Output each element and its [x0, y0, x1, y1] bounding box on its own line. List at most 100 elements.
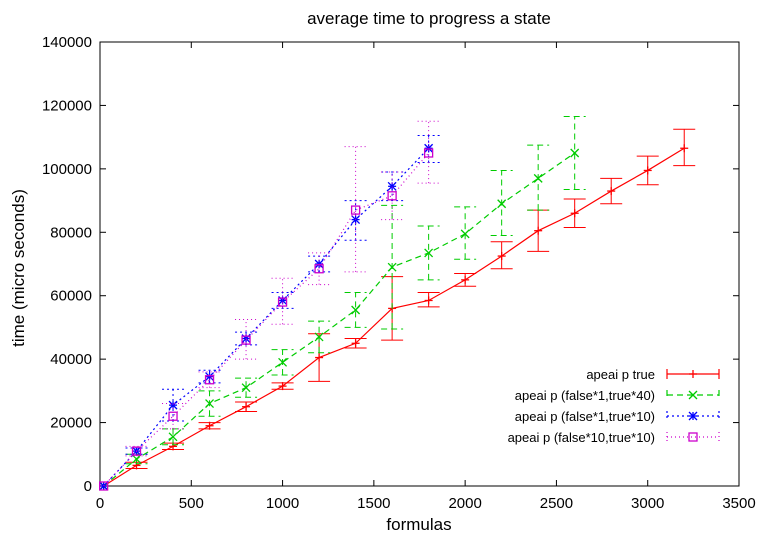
error-bar	[308, 252, 331, 286]
x-axis-title: formulas	[386, 515, 451, 534]
plot-frame	[99, 41, 740, 487]
error-bar	[271, 292, 294, 309]
error-bar	[344, 200, 367, 241]
data-point	[607, 187, 616, 196]
data-point	[497, 252, 506, 261]
legend-label: apeai p (false*10,true*10)	[508, 430, 655, 445]
chart-title: average time to progress a state	[307, 9, 551, 28]
legend-marker-d2	[688, 411, 698, 421]
legend-entry: apeai p (false*1,true*10)	[515, 409, 720, 424]
data-point-d2	[168, 400, 178, 410]
data-point-box	[241, 335, 251, 345]
legend-entry: apeai p (false*10,true*10)	[508, 430, 720, 445]
data-point-d2	[205, 399, 215, 409]
legend-label: apeai p (false*1,true*10)	[515, 409, 655, 424]
data-point	[570, 148, 580, 158]
data-point	[424, 296, 433, 305]
data-point	[314, 264, 324, 274]
axes: 0 500 1000 1500 2000 2500 3000 3500 0 20000 40000 6…	[42, 34, 756, 512]
y-tick-label: 40000	[50, 351, 92, 368]
data-point	[205, 421, 214, 430]
data-point-box	[423, 148, 434, 158]
data-point	[168, 411, 178, 421]
data-point	[241, 335, 251, 345]
legend-marker-box	[688, 432, 698, 442]
data-point-box	[350, 205, 361, 215]
data-point	[204, 375, 215, 385]
error-bar	[381, 171, 404, 202]
series-3	[99, 120, 440, 491]
y-tick-label: 20000	[50, 415, 92, 432]
legend-marker	[688, 411, 698, 421]
data-point	[131, 446, 142, 456]
data-point	[351, 305, 361, 315]
data-point	[387, 262, 397, 272]
data-point	[277, 297, 288, 307]
data-point	[132, 454, 141, 464]
data-point-d2	[241, 383, 251, 393]
data-point	[350, 205, 361, 215]
error-bar	[344, 292, 367, 328]
error-bar	[125, 445, 148, 457]
data-point	[680, 144, 689, 153]
plot-area	[99, 116, 696, 491]
legend-marker-d2	[688, 390, 698, 400]
legend-label: apeai p true	[586, 367, 655, 382]
data-point	[315, 353, 324, 362]
data-point	[99, 481, 109, 491]
data-point	[241, 383, 251, 393]
data-point-d2	[533, 173, 543, 183]
data-point	[168, 432, 178, 442]
series-line	[103, 152, 576, 487]
data-point	[278, 382, 287, 391]
data-point-d2	[387, 262, 397, 272]
error-bar	[563, 116, 586, 190]
error-bar	[381, 171, 404, 221]
legend-entry: apeai p true	[586, 367, 720, 382]
data-point-d2	[424, 143, 434, 153]
data-point-d2	[205, 372, 215, 382]
y-axis-title: time (micro seconds)	[9, 189, 28, 347]
data-point	[351, 339, 360, 348]
data-point	[424, 248, 434, 258]
y-tick-label: 0	[84, 478, 92, 495]
data-point-box	[168, 411, 178, 421]
data-point	[242, 402, 251, 411]
error-bar	[235, 377, 258, 398]
data-point-d2	[314, 332, 324, 342]
data-point	[205, 399, 215, 409]
data-point-box	[131, 446, 142, 456]
legend-marker	[688, 432, 698, 442]
data-point-d2	[168, 432, 178, 442]
x-tick-label: 3500	[722, 495, 755, 512]
data-point	[533, 173, 543, 183]
x-tick-label: 2500	[540, 495, 573, 512]
legend-marker	[689, 370, 697, 378]
data-point	[461, 275, 470, 284]
data-point	[460, 229, 470, 239]
data-point-box	[204, 375, 215, 385]
y-tick-label: 80000	[50, 224, 92, 241]
data-point-d2	[460, 229, 470, 239]
y-tick-label: 100000	[42, 161, 92, 178]
x-tick-label: 2000	[448, 495, 481, 512]
data-point-d2	[351, 305, 361, 315]
data-point	[314, 332, 324, 342]
error-bar	[454, 206, 477, 260]
data-point-box	[99, 481, 109, 491]
legend-label: apeai p (false*1,true*40)	[515, 388, 655, 403]
data-point-box	[277, 297, 288, 307]
legend-marker	[688, 390, 698, 400]
series-line	[103, 147, 430, 487]
x-tick-label: 1000	[266, 495, 299, 512]
data-point-d2	[132, 454, 141, 464]
data-point-d2	[497, 199, 507, 209]
data-point-d2	[424, 248, 434, 258]
data-point-d2	[570, 148, 580, 158]
data-point	[278, 357, 288, 367]
x-tick-label: 500	[179, 495, 204, 512]
data-point	[423, 148, 434, 158]
data-point	[534, 226, 543, 235]
error-bar	[162, 403, 185, 430]
